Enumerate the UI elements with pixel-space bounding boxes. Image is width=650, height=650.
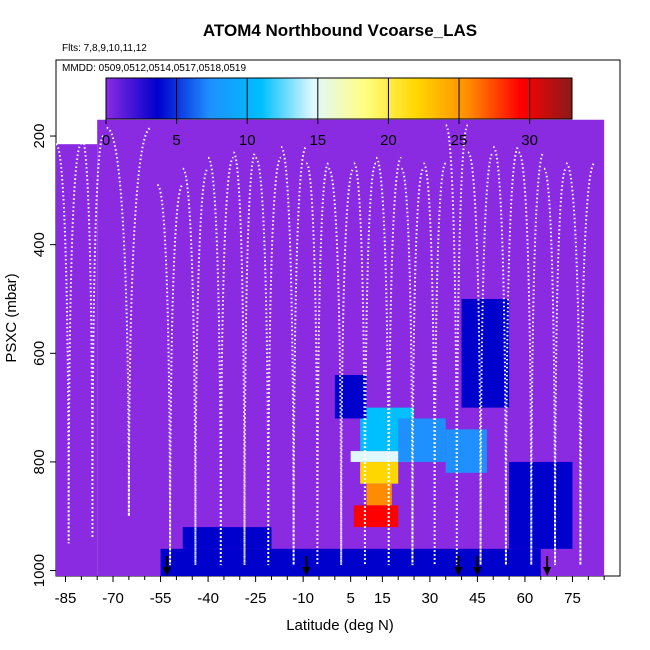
colorbar-tick-label: 20: [380, 132, 397, 149]
y-tick-label: 800: [31, 449, 48, 474]
flight-profile: [181, 167, 210, 566]
x-tick-label: 75: [564, 590, 581, 607]
x-tick-label: -10: [292, 590, 314, 607]
flight-profile: [492, 145, 520, 566]
y-tick-label: 200: [31, 124, 48, 149]
colorbar-tick-label: 25: [451, 132, 468, 149]
colorbar-tick-label: 15: [309, 132, 326, 149]
x-tick-label: 45: [469, 590, 486, 607]
flights-label: Flts: 7,8,9,10,11,12: [62, 43, 147, 54]
arrow-head: [162, 567, 171, 576]
arrow-head: [302, 567, 311, 576]
arrow-head: [473, 567, 482, 576]
heatmap-cell: [360, 461, 399, 484]
flight-profile: [375, 156, 403, 566]
heatmap-cell: [509, 461, 573, 549]
colorbar-tick-label: 5: [172, 132, 180, 149]
heatmap-cell: [350, 451, 415, 462]
y-axis: 200 400 600 800 1000: [31, 124, 56, 587]
heatmap-cell: [353, 505, 399, 528]
y-tick-label: 600: [31, 341, 48, 366]
colorbar-tick-label: 30: [521, 132, 538, 149]
heatmap-cell: [398, 418, 446, 462]
heatmap-cell: [160, 548, 541, 576]
y-axis-label: PSXC (mbar): [3, 273, 20, 362]
x-tick-label: 30: [422, 590, 439, 607]
x-tick-label: -40: [197, 590, 219, 607]
colorbar-tick-label: 10: [239, 132, 256, 149]
heatmap-layer: [56, 119, 605, 577]
x-axis-label: Latitude (deg N): [286, 617, 394, 634]
y-tick-label: 1000: [31, 554, 48, 587]
flight-profile: [517, 151, 545, 566]
flight-profile: [156, 183, 184, 566]
heatmap-background: [56, 144, 98, 577]
x-tick-label: -55: [150, 590, 172, 607]
colorbar: [105, 77, 573, 120]
flight-profile: [466, 151, 495, 566]
heatmap-cell: [461, 298, 510, 408]
x-tick-label: -25: [245, 590, 267, 607]
flight-profile: [327, 167, 355, 566]
flight-profile: [542, 167, 568, 566]
heatmap-cell: [366, 483, 392, 506]
flight-profile: [207, 156, 235, 566]
arrow-head: [543, 567, 552, 576]
y-tick-label: 400: [31, 232, 48, 257]
flight-profile: [254, 156, 282, 566]
dates-label: MMDD: 0509,0512,0514,0517,0518,0519: [62, 63, 246, 74]
flight-profile: [400, 167, 425, 566]
colorbar-tick-label: 0: [102, 132, 110, 149]
x-tick-label: 15: [374, 590, 391, 607]
flight-profile: [279, 145, 308, 566]
x-tick-label: 60: [517, 590, 534, 607]
x-axis: -85 -70 -55 -40 -25 -10 5 15 30 45 60 75: [55, 576, 605, 607]
arrow-markers: [162, 556, 552, 576]
x-tick-label: 5: [347, 590, 355, 607]
x-tick-label: -70: [102, 590, 124, 607]
heatmap-cell: [182, 527, 272, 549]
x-tick-label: -85: [55, 590, 77, 607]
chart-title: ATOM4 Northbound Vcoarse_LAS: [203, 21, 477, 40]
flight-profiles: [55, 124, 596, 566]
arrow-head: [454, 567, 463, 576]
colorbar-ticks: 0 5 10 15 20 25 30: [102, 78, 538, 149]
